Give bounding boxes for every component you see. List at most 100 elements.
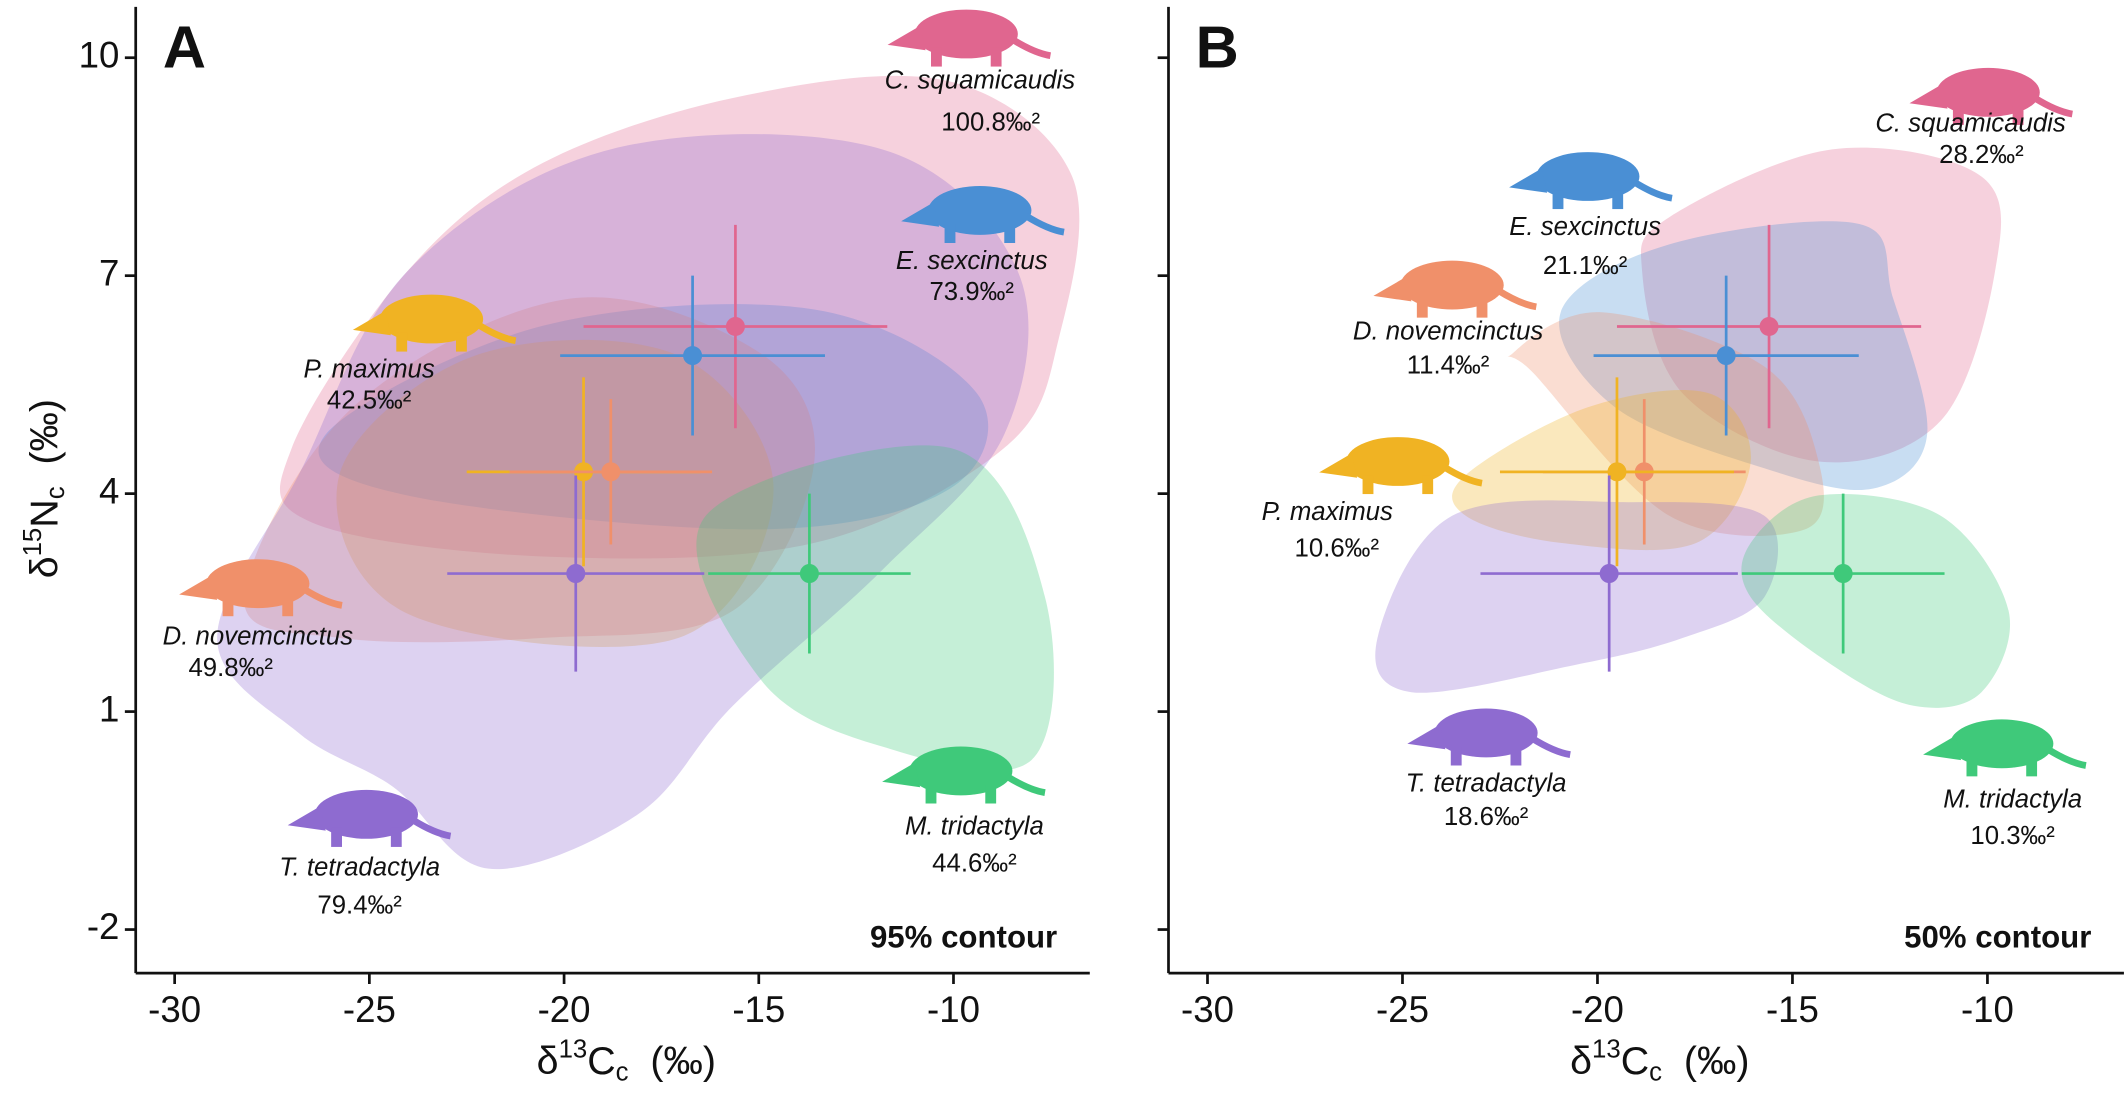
icon-leg [282,597,294,617]
ylabel-part: (‰) [23,399,67,465]
animal-icon [1373,260,1537,318]
mean-point [1759,317,1779,337]
contour [1507,312,1824,537]
icon-head [1509,168,1548,193]
mean-point [601,462,621,482]
animal-icon [352,294,517,352]
animal-icon [1319,437,1483,495]
animal-icon [1909,67,2074,125]
y-tick-label: 10 [79,34,120,75]
icon-leg [2026,757,2038,777]
spacer [1662,1039,1684,1083]
xlabel-part: (‰) [1684,1039,1750,1083]
niche-area: 10.3‰² [1970,822,2055,850]
contour [696,445,1054,771]
mean-point [799,564,819,584]
species-name: C. squamicaudis [1875,110,2066,138]
xlabel-part: c [616,1058,629,1086]
niche-area: 42.5‰² [327,387,412,415]
icon-head [287,806,326,831]
animal-icon [901,186,1065,243]
icon-leg [1510,746,1522,766]
mean-point [1716,346,1736,366]
icon-head [882,762,921,788]
icon-leg [931,47,942,67]
icon-body [909,746,1013,796]
animal-icon [179,559,343,617]
x-tick-label: -25 [1376,989,1429,1030]
icon-body [1434,708,1538,758]
species-name: T. tetradactyla [279,853,440,881]
x-tick-label: -10 [927,989,980,1030]
mean-point [1599,564,1619,584]
y-tick-label: 4 [99,470,119,511]
niche-area: 21.1‰² [1543,252,1628,280]
icon-leg [1612,190,1624,210]
x-tick-label: -15 [732,989,785,1030]
icon-leg [1966,757,1978,777]
icon-body [1950,719,2054,769]
animal-icon [1509,152,1673,210]
icon-head [901,202,940,227]
icon-body [1536,152,1640,201]
icon-body [206,559,310,609]
contour [1375,500,1779,693]
niche-area: 44.6‰² [932,849,1017,877]
mean-point [1833,564,1853,584]
icon-leg [1004,224,1016,243]
panel-label: A [163,13,206,80]
animal-icon [1407,708,1571,766]
icon-body [914,9,1018,59]
icon-tail [410,816,452,840]
species-name: E. sexcinctus [1509,213,1661,241]
ylabel-part: c [42,486,70,499]
niche-area: 10.6‰² [1295,535,1380,563]
icon-head [1319,453,1358,478]
species-name: D. novemcinctus [163,623,354,651]
spacer [23,465,67,487]
spacer [629,1039,651,1083]
icon-tail [302,586,343,609]
y-tick-label: 1 [99,688,119,729]
icon-head [179,575,218,600]
icon-tail [1530,735,1571,758]
species-name: M. tridactyla [905,813,1044,841]
x-tick-label: -15 [1766,989,1819,1030]
mean-point [683,346,703,366]
niche-area: 73.9‰² [929,278,1014,306]
icon-leg [1450,746,1462,766]
icon-head [1909,84,1948,109]
xlabel-part: (‰) [650,1039,716,1083]
x-tick-label: -30 [148,989,201,1030]
panel-label: B [1196,13,1239,80]
y-tick-label: -2 [87,906,120,947]
icon-leg [2012,105,2024,125]
xlabel: δ13Cc (‰) [1570,1035,1749,1086]
icon-tail [1496,287,1537,311]
icon-leg [1422,475,1434,495]
icon-body [1346,437,1450,486]
mean-point [1607,462,1627,482]
contour [279,75,1080,559]
icon-leg [331,827,342,847]
icon-head [352,310,391,336]
icon-head [887,25,926,51]
ylabel-part: N [23,499,67,527]
contour [1741,493,2011,708]
xlabel: δ13Cc (‰) [537,1035,716,1086]
icon-leg [396,332,408,352]
niche-area: 79.4‰² [317,891,402,919]
icon-head [1373,276,1412,302]
contour-note: 50% contour [1904,919,2091,954]
ylabel-part: δ [23,556,67,578]
icon-body [1400,260,1504,310]
x-tick-label: -30 [1181,989,1234,1030]
icon-leg [1362,475,1374,495]
icon-tail [2046,746,2087,769]
species-name: E. sexcinctus [896,247,1048,275]
icon-leg [1552,190,1564,210]
icon-head [1407,724,1446,750]
icon-leg [990,47,1002,67]
species-name: C. squamicaudis [885,66,1076,94]
